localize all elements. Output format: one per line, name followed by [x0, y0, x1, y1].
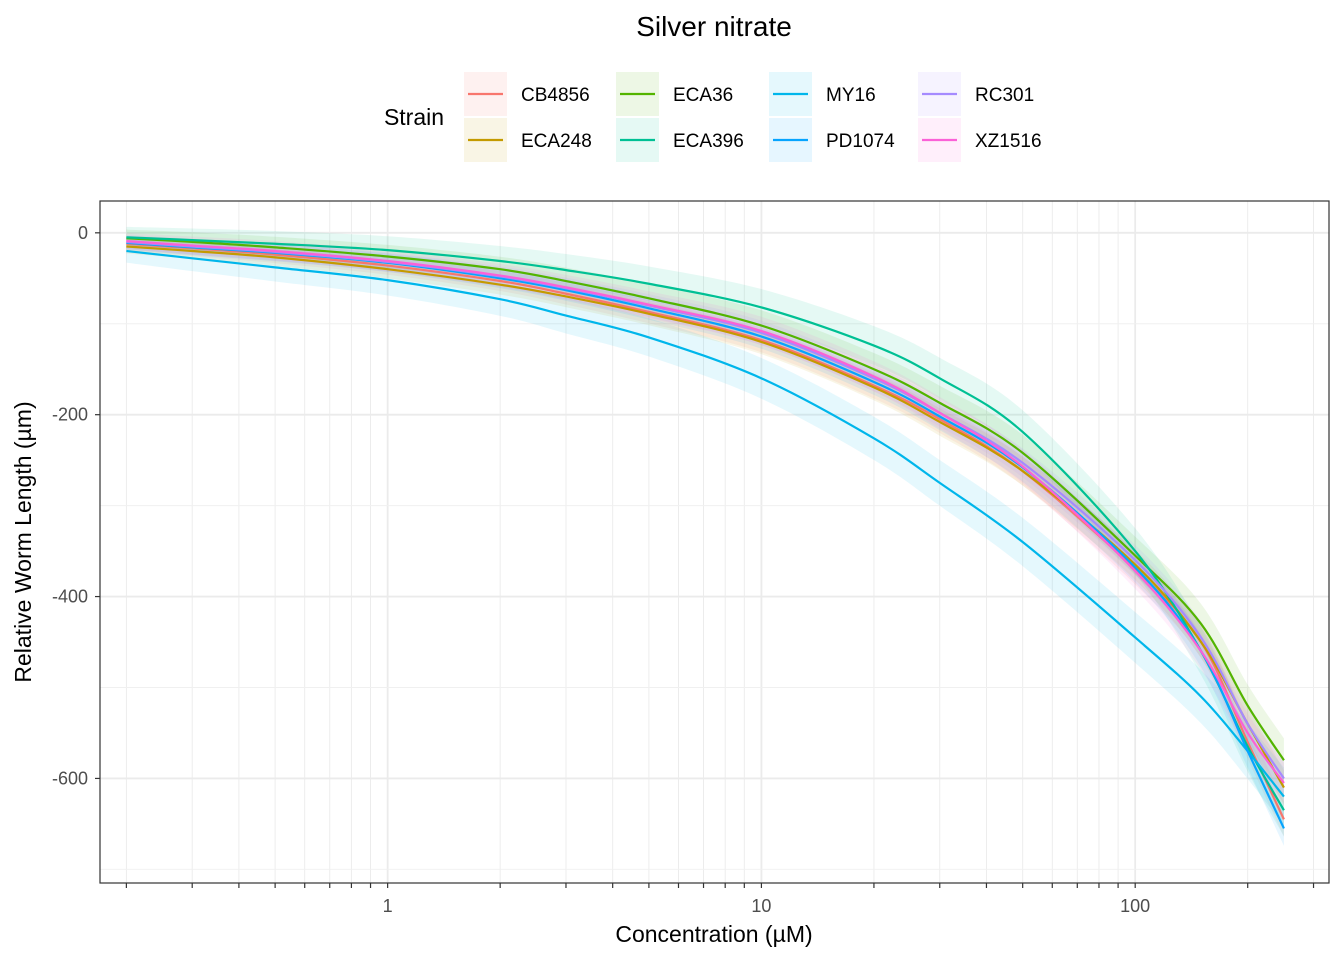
legend-item-RC301: RC301 [918, 72, 1034, 116]
legend-item-CB4856: CB4856 [464, 72, 590, 116]
series-lines [126, 236, 1285, 829]
y-tick-label: 0 [78, 223, 88, 243]
legend-label: CB4856 [521, 85, 590, 106]
legend-title: Strain [384, 104, 444, 130]
series-line-ECA396 [126, 236, 1285, 811]
x-tick-label: 10 [751, 896, 771, 916]
legend-item-ECA36: ECA36 [616, 72, 733, 116]
legend-item-XZ1516: XZ1516 [918, 118, 1042, 162]
legend-label: XZ1516 [975, 131, 1042, 152]
legend-item-MY16: MY16 [769, 72, 876, 116]
x-tick-label: 100 [1120, 896, 1150, 916]
legend-item-ECA248: ECA248 [464, 118, 592, 162]
legend-label: MY16 [826, 85, 876, 106]
series-line-XZ1516 [126, 239, 1285, 784]
chart-title: Silver nitrate [636, 11, 792, 42]
legend-item-PD1074: PD1074 [769, 118, 895, 162]
legend-label: ECA36 [673, 85, 733, 106]
grid [100, 201, 1329, 883]
y-tick-label: -200 [52, 405, 88, 425]
x-axis-title: Concentration (µM) [615, 921, 812, 947]
legend: Strain CB4856 ECA248 ECA36 ECA396 MY16 PD1074… [384, 72, 1042, 162]
series-line-MY16 [126, 249, 1285, 798]
y-tick-label: -400 [52, 587, 88, 607]
legend-item-ECA396: ECA396 [616, 118, 744, 162]
series-line-ECA36 [126, 237, 1285, 761]
axes: 1 10 100 0 -200 -400 -600 [52, 223, 1315, 916]
y-tick-label: -600 [52, 768, 88, 788]
legend-label: ECA248 [521, 131, 592, 152]
legend-label: PD1074 [826, 131, 895, 152]
legend-label: RC301 [975, 85, 1034, 106]
y-axis-title: Relative Worm Length (µm) [10, 401, 36, 682]
legend-label: ECA396 [673, 131, 744, 152]
plot-border [99, 200, 1330, 884]
x-tick-label: 1 [383, 896, 393, 916]
